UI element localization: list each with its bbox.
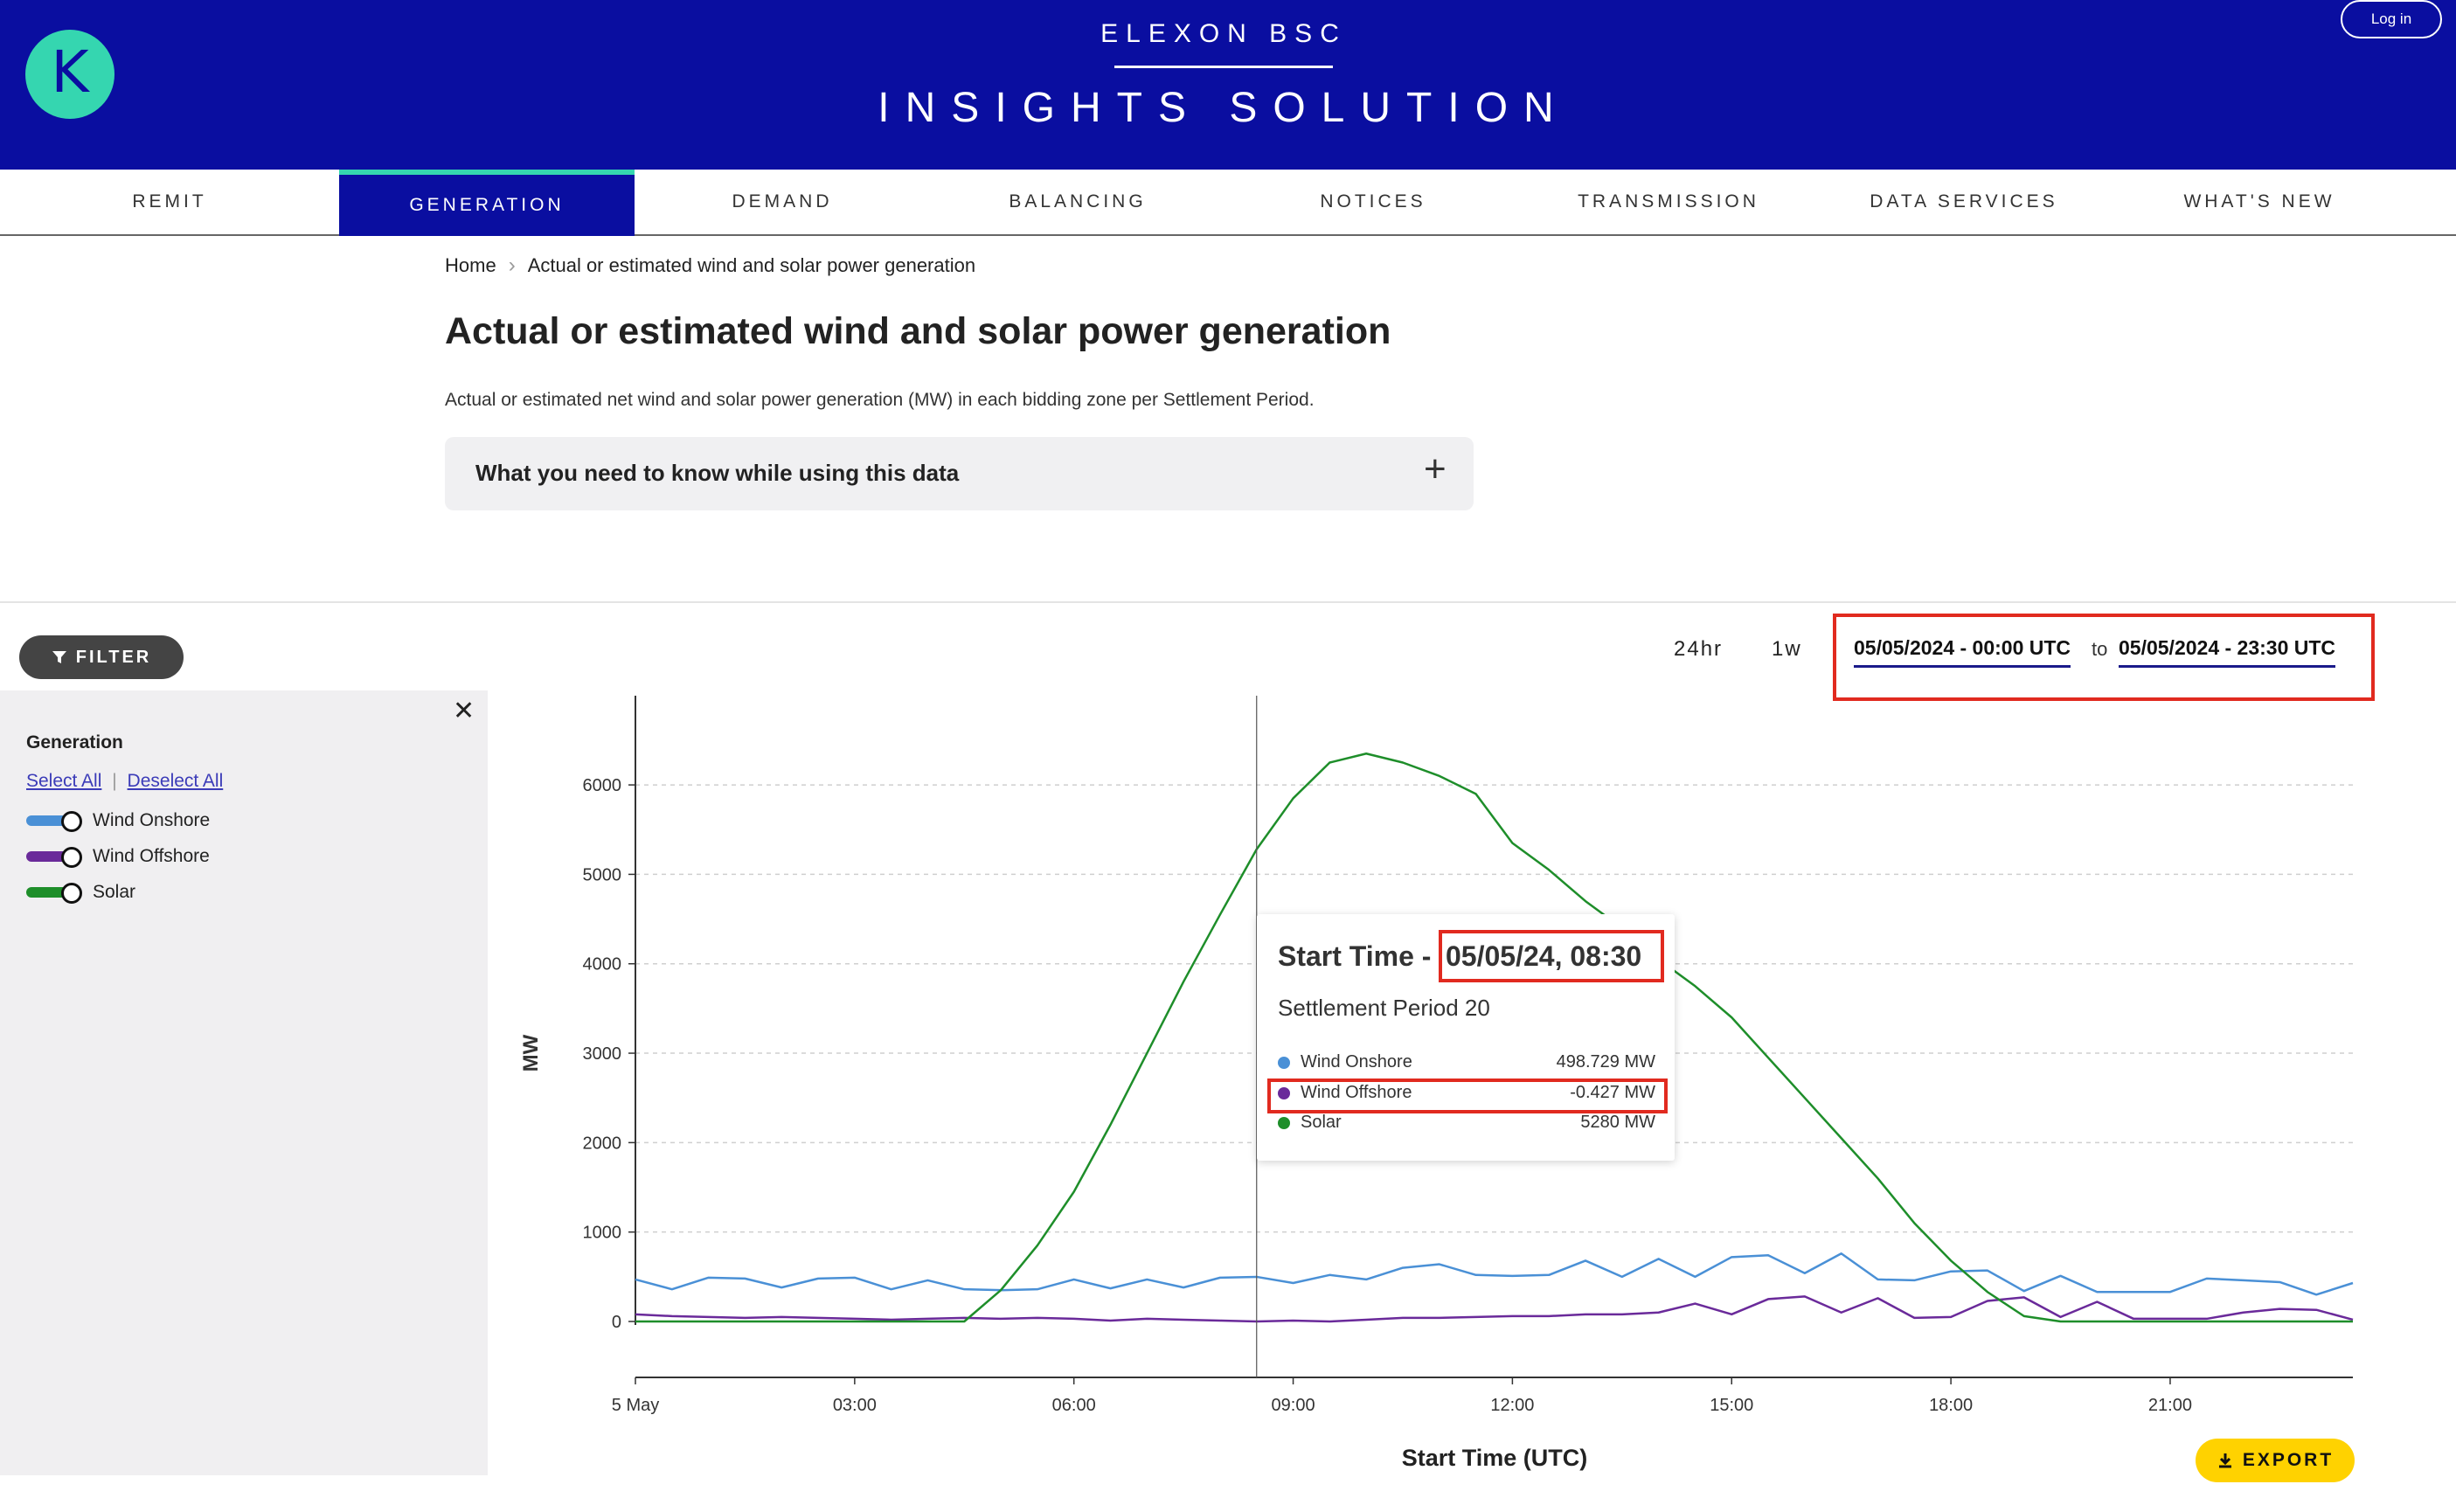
tooltip-settlement-period: Settlement Period 20 (1278, 995, 1490, 1021)
toggle-solar[interactable]: Solar (26, 882, 136, 904)
toggle-wind-offshore[interactable]: Wind Offshore (26, 846, 210, 868)
y-tick-label: 1000 (583, 1224, 622, 1243)
section-divider (0, 601, 2456, 603)
export-button[interactable]: EXPORT (2196, 1439, 2355, 1482)
filter-heading: Generation (26, 732, 123, 753)
tooltip-row-highlight (1267, 1079, 1668, 1113)
filter-button-label: FILTER (75, 647, 152, 667)
page-description: Actual or estimated net wind and solar p… (445, 390, 1315, 410)
nav-item-generation[interactable]: GENERATION (339, 170, 635, 236)
nav-item-whats-new[interactable]: WHAT'S NEW (2183, 191, 2335, 212)
login-button[interactable]: Log in (2341, 0, 2442, 38)
series-line-wind-offshore (635, 1295, 2354, 1323)
page-title: Actual or estimated wind and solar power… (445, 310, 1391, 352)
plus-icon[interactable]: + (1424, 447, 1447, 490)
tooltip-row-wind-offshore: Wind Offshore -0.427 MW (1278, 1083, 1655, 1103)
tooltip-row-wind-onshore: Wind Onshore 498.729 MW (1278, 1052, 1655, 1072)
range-24hr-button[interactable]: 24hr (1674, 637, 1724, 661)
nav-item-notices[interactable]: NOTICES (1320, 191, 1426, 212)
y-tick-label: 4000 (583, 955, 622, 974)
select-all-link[interactable]: Select All (26, 771, 102, 791)
download-icon (2218, 1453, 2231, 1468)
site-header (0, 0, 2456, 170)
nav-item-transmission[interactable]: TRANSMISSION (1578, 191, 1759, 212)
x-axis: 5 May 03:00 06:00 09:00 12:00 15:00 18:00 21:00 (612, 1377, 2353, 1415)
date-from-input[interactable]: 05/05/2024 - 00:00 UTC (1854, 636, 2071, 668)
select-links: Select All | Deselect All (26, 771, 223, 792)
legend-dot-icon (1278, 1086, 1290, 1099)
toggle-switch[interactable] (26, 883, 82, 904)
series-lines (635, 753, 2354, 1323)
x-tick-label: 12:00 (1490, 1396, 1534, 1415)
toggle-wind-onshore[interactable]: Wind Onshore (26, 810, 211, 832)
date-to-input[interactable]: 05/05/2024 - 23:30 UTC (2119, 636, 2336, 668)
close-icon[interactable]: ✕ (453, 697, 475, 725)
x-tick-label: 18:00 (1929, 1396, 1973, 1415)
series-line-wind-onshore (635, 1252, 2354, 1296)
legend-dot-icon (1278, 1056, 1290, 1069)
y-axis: 0 1000 2000 3000 4000 5000 6000 (583, 696, 636, 1332)
tooltip-row-solar: Solar 5280 MW (1278, 1113, 1655, 1133)
toggle-switch[interactable] (26, 811, 82, 832)
brand-divider (1114, 66, 1333, 68)
date-to-label: to (2092, 638, 2108, 660)
y-tick-label: 5000 (583, 865, 622, 884)
logo[interactable]: K (25, 30, 114, 119)
x-tick-label: 5 May (612, 1396, 659, 1415)
date-range-highlight (1833, 614, 2375, 701)
link-separator: | (112, 771, 117, 791)
y-tick-label: 0 (612, 1313, 621, 1332)
range-1w-button[interactable]: 1w (1772, 637, 1802, 661)
y-tick-label: 3000 (583, 1044, 622, 1064)
chevron-right-icon: › (508, 253, 516, 277)
y-tick-label: 2000 (583, 1134, 622, 1153)
filter-button[interactable]: FILTER (19, 635, 184, 679)
nav-item-remit[interactable]: REMIT (132, 191, 207, 212)
tooltip-row-label: Wind Onshore (1301, 1052, 1412, 1072)
series-line-solar (635, 753, 2353, 1323)
x-tick-label: 15:00 (1710, 1396, 1753, 1415)
y-axis-label: MW (519, 1034, 543, 1072)
nav-item-data-services[interactable]: DATA SERVICES (1870, 191, 2058, 212)
x-axis-label: Start Time (UTC) (1401, 1445, 1588, 1471)
toggle-label: Wind Onshore (93, 810, 211, 830)
y-tick-label: 6000 (583, 776, 622, 795)
breadcrumb: Home › Actual or estimated wind and sola… (445, 253, 975, 278)
tooltip-row-label: Solar (1301, 1113, 1342, 1132)
brand-title: INSIGHTS SOLUTION (878, 85, 1570, 131)
toggle-label: Solar (93, 882, 136, 902)
accordion-label: What you need to know while using this d… (475, 460, 960, 486)
chart-tooltip: Start Time - 05/05/24, 08:30 Settlement … (1257, 914, 1675, 1161)
filter-panel (0, 690, 488, 1475)
tooltip-title: Start Time - (1278, 940, 1432, 972)
logo-letter: K (51, 38, 89, 106)
tooltip-time: 05/05/24, 08:30 (1446, 940, 1642, 972)
x-tick-label: 03:00 (833, 1396, 877, 1415)
deselect-all-link[interactable]: Deselect All (127, 771, 224, 791)
brand-top: ELEXON BSC (1100, 19, 1347, 48)
filter-icon (52, 651, 66, 663)
breadcrumb-home[interactable]: Home (445, 254, 496, 276)
info-accordion[interactable]: What you need to know while using this d… (445, 437, 1474, 510)
nav-item-balancing[interactable]: BALANCING (1009, 191, 1147, 212)
toggle-label: Wind Offshore (93, 846, 210, 866)
legend-dot-icon (1278, 1116, 1290, 1129)
tooltip-row-value: 498.729 MW (1556, 1052, 1655, 1072)
toggle-switch[interactable] (26, 847, 82, 868)
tooltip-row-label: Wind Offshore (1301, 1083, 1412, 1102)
breadcrumb-current: Actual or estimated wind and solar power… (527, 254, 976, 276)
main-nav: REMIT GENERATION DEMAND BALANCING NOTICE… (0, 170, 2456, 236)
tooltip-time-highlight (1439, 930, 1664, 982)
tooltip-row-value: 5280 MW (1580, 1113, 1655, 1132)
export-label: EXPORT (2242, 1450, 2335, 1470)
x-tick-label: 06:00 (1052, 1396, 1096, 1415)
nav-item-demand[interactable]: DEMAND (732, 191, 833, 212)
tooltip-row-value: -0.427 MW (1570, 1083, 1655, 1102)
x-tick-label: 21:00 (2148, 1396, 2192, 1415)
x-tick-label: 09:00 (1272, 1396, 1315, 1415)
